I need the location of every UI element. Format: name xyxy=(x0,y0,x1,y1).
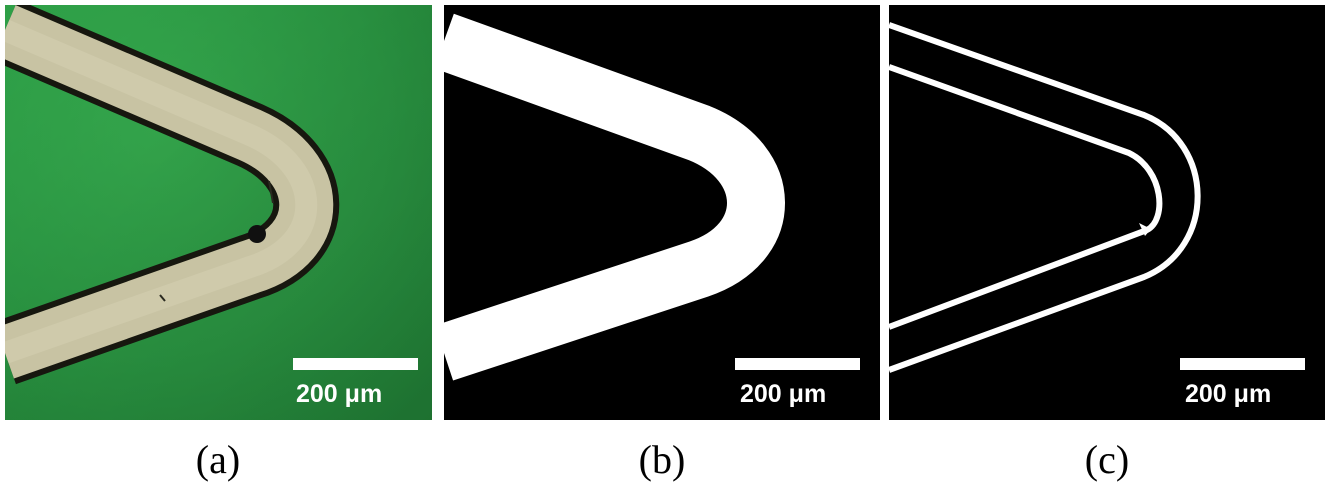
scale-bar xyxy=(293,358,418,370)
caption-c: (c) xyxy=(1084,437,1130,482)
scale-bar-label: 200 μm xyxy=(1185,380,1272,408)
micrograph-image xyxy=(5,5,432,420)
panel-a-optical-micrograph: 200 μm xyxy=(5,5,432,420)
scale-bar-label: 200 μm xyxy=(740,380,827,408)
scale-bar xyxy=(1180,358,1305,370)
caption-b: (b) xyxy=(638,437,686,482)
mask-strip xyxy=(444,13,785,381)
panel-b-binary-mask: 200 μm xyxy=(444,5,880,420)
panel-c-edge-outline: 200 μm xyxy=(889,5,1325,420)
inner-edge xyxy=(889,64,1163,330)
scale-bar xyxy=(735,358,860,370)
binary-mask-image xyxy=(444,5,880,420)
edge-outline-image xyxy=(889,5,1325,420)
outline-background xyxy=(889,5,1325,420)
caption-a: (a) xyxy=(195,437,241,482)
metal-strip xyxy=(5,5,334,379)
outer-edge xyxy=(889,22,1201,373)
defect-spot xyxy=(248,225,266,243)
scale-bar-label: 200 μm xyxy=(296,380,383,408)
